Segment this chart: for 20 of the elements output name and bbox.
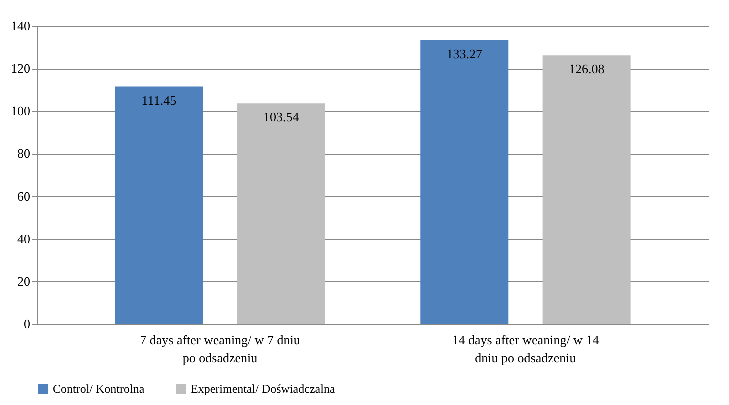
bar: [420, 40, 509, 324]
bar: [115, 86, 204, 324]
data-label: 103.54: [263, 110, 300, 125]
y-tick-label: 140: [11, 18, 30, 34]
x-tick-label: 7 days after weaning/ w 7 dniu po odsadzeniu: [140, 332, 301, 366]
data-label: 111.45: [142, 92, 177, 108]
data-label: 133.27: [446, 46, 484, 62]
bar: [237, 104, 326, 324]
bar: [542, 56, 631, 324]
y-tick-label: 100: [11, 104, 30, 119]
y-tick-label: 0: [24, 316, 30, 332]
x-tick-label: 14 days after weaning/ w 14 dniu po odsadzeniu: [452, 332, 600, 366]
y-tick-label: 20: [18, 274, 30, 289]
y-tick-label: 80: [18, 146, 30, 162]
y-tick-label: 60: [18, 188, 30, 204]
data-label: 126.08: [568, 62, 605, 77]
y-tick-label: 40: [18, 231, 30, 246]
legend-label: Control/ Kontrolna: [53, 382, 146, 396]
y-tick-label: 120: [11, 61, 30, 76]
legend-label: Experimental/ Doświadczalna: [191, 382, 336, 396]
